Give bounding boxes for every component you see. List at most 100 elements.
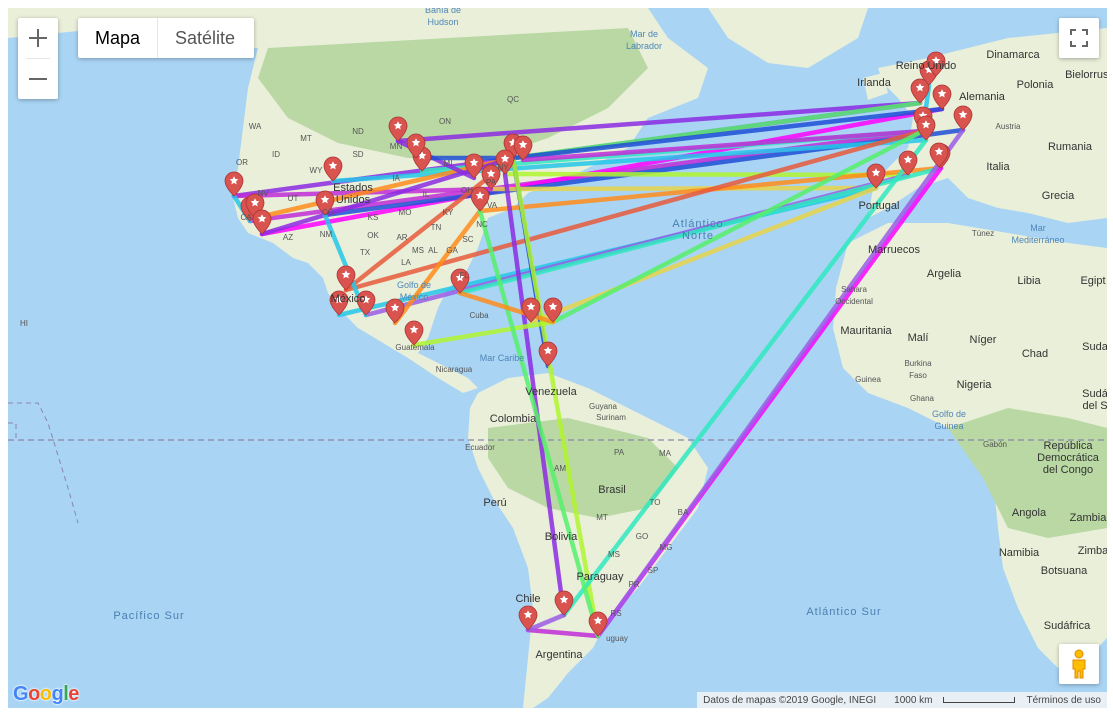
- label-austria: Austria: [995, 122, 1021, 131]
- label-atlantico-sur: Atlántico Sur: [806, 606, 882, 618]
- label-state-nm: NM: [319, 230, 333, 239]
- route-line[interactable]: [411, 319, 556, 348]
- label-mar-labrador: Mar de Labrador: [625, 29, 663, 51]
- label-bolivia: Bolivia: [544, 531, 578, 543]
- map-marker-pin[interactable]: [252, 209, 272, 235]
- map-type-satelite-button[interactable]: Satélite: [157, 18, 252, 58]
- map-marker-pin[interactable]: [898, 150, 918, 176]
- route-line[interactable]: [395, 100, 923, 144]
- label-bahia-hudson: Bahía de Hudson: [424, 8, 462, 27]
- map-marker-pin[interactable]: [404, 320, 424, 346]
- label-state-ms: MS: [412, 246, 424, 255]
- label-tunez: Túnez: [971, 229, 995, 238]
- route-line[interactable]: [502, 171, 567, 618]
- label-state-or: OR: [236, 158, 248, 167]
- fullscreen-button[interactable]: [1059, 18, 1099, 58]
- map-marker-pin[interactable]: [385, 298, 405, 324]
- map-marker-pin[interactable]: [538, 341, 558, 367]
- route-line[interactable]: [477, 208, 601, 639]
- scale-label: 1000 km: [894, 694, 933, 706]
- label-nigeria: Nigeria: [956, 379, 992, 391]
- landmass-greenland: [708, 8, 868, 68]
- label-brasil: Brasil: [598, 484, 626, 496]
- map-marker-pin[interactable]: [388, 116, 408, 142]
- label-peru: Perú: [483, 497, 507, 509]
- route-line[interactable]: [561, 137, 929, 618]
- map-marker-pin[interactable]: [450, 268, 470, 294]
- map-marker-pin[interactable]: [929, 142, 949, 168]
- label-state-ca: CA: [240, 213, 252, 222]
- map-marker-pin[interactable]: [356, 290, 376, 316]
- map-marker-pin[interactable]: [406, 133, 426, 159]
- route-line[interactable]: [330, 137, 929, 184]
- map-type-mapa-button[interactable]: Mapa: [95, 28, 141, 48]
- map-marker-pin[interactable]: [866, 163, 886, 189]
- label-br-ba: BA: [677, 508, 689, 517]
- map-marker-pin[interactable]: [481, 164, 501, 190]
- label-colombia: Colombia: [489, 413, 537, 425]
- label-zambia: Zambia: [1069, 512, 1107, 524]
- label-golfo-mexico: Golfo de México: [396, 280, 432, 302]
- label-state-ar: AR: [396, 233, 408, 242]
- label-state-il: IL: [422, 190, 430, 199]
- map-marker-pin[interactable]: [513, 135, 533, 161]
- label-ghana: Ghana: [909, 394, 935, 403]
- map-marker-pin[interactable]: [224, 171, 244, 197]
- label-state-mt: MT: [300, 134, 312, 143]
- map-marker-pin[interactable]: [329, 290, 349, 316]
- map-marker-pin[interactable]: [495, 149, 515, 175]
- label-state-ks: KS: [367, 213, 379, 222]
- route-line[interactable]: [457, 290, 556, 325]
- map-marker-pin[interactable]: [464, 153, 484, 179]
- map-marker-pin[interactable]: [470, 186, 490, 212]
- zoom-in-button[interactable]: [18, 18, 58, 58]
- route-line[interactable]: [510, 106, 945, 161]
- route-line[interactable]: [392, 208, 483, 326]
- map-marker-pin[interactable]: [323, 156, 343, 182]
- label-egipto: Egipt: [1080, 275, 1106, 287]
- route-line[interactable]: [528, 185, 879, 325]
- label-state-az: AZ: [282, 233, 294, 242]
- route-line[interactable]: [595, 127, 966, 639]
- map-marker-pin[interactable]: [518, 605, 538, 631]
- label-state-ny: NY: [497, 163, 509, 172]
- street-view-pegman-button[interactable]: [1059, 644, 1099, 684]
- map-marker-pin[interactable]: [932, 84, 952, 110]
- label-state-nv: NV: [257, 189, 269, 198]
- map-marker-pin[interactable]: [916, 115, 936, 141]
- label-br-ms: MS: [608, 550, 620, 559]
- map-marker-pin[interactable]: [953, 105, 973, 131]
- route-line[interactable]: [488, 185, 879, 192]
- attribution-data[interactable]: Datos de mapas ©2019 Google, INEGI: [703, 694, 877, 706]
- terms-link[interactable]: Términos de uso: [1026, 694, 1101, 706]
- label-state-pa: PA: [485, 178, 497, 187]
- google-logo[interactable]: Google: [13, 683, 79, 705]
- scale-indicator[interactable]: 1000 km: [882, 695, 1020, 706]
- map-marker-pin[interactable]: [521, 297, 541, 323]
- map-marker-pin[interactable]: [543, 297, 563, 323]
- label-grecia: Grecia: [1041, 190, 1075, 202]
- route-line[interactable]: [510, 155, 601, 639]
- map-canvas[interactable]: Bahía de Hudson Mar de Labrador Irlanda …: [8, 8, 1107, 708]
- route-line[interactable]: [525, 627, 601, 639]
- route-line[interactable]: [520, 128, 926, 163]
- map-marker-pin[interactable]: [588, 611, 608, 637]
- landmass-ireland: [863, 73, 888, 100]
- zoom-out-button[interactable]: [18, 59, 58, 99]
- map-marker-pin[interactable]: [315, 190, 335, 216]
- route-line[interactable]: [457, 165, 944, 296]
- label-estados-unidos: Estados Unidos: [333, 182, 373, 206]
- plus-icon: [29, 29, 47, 47]
- label-argentina: Argentina: [535, 649, 583, 661]
- route-line[interactable]: [550, 128, 926, 325]
- route-line[interactable]: [525, 612, 567, 633]
- zoom-divider: [26, 58, 50, 59]
- label-venezuela: Venezuela: [525, 386, 577, 398]
- map-marker-pin[interactable]: [926, 51, 946, 77]
- label-state-nc: NC: [476, 220, 488, 229]
- map-marker-pin[interactable]: [554, 590, 574, 616]
- label-rep-congo: República Democrática del Congo: [1037, 440, 1099, 476]
- map-marker-pin[interactable]: [336, 265, 356, 291]
- route-line[interactable]: [259, 106, 945, 237]
- label-state-id: ID: [272, 150, 280, 159]
